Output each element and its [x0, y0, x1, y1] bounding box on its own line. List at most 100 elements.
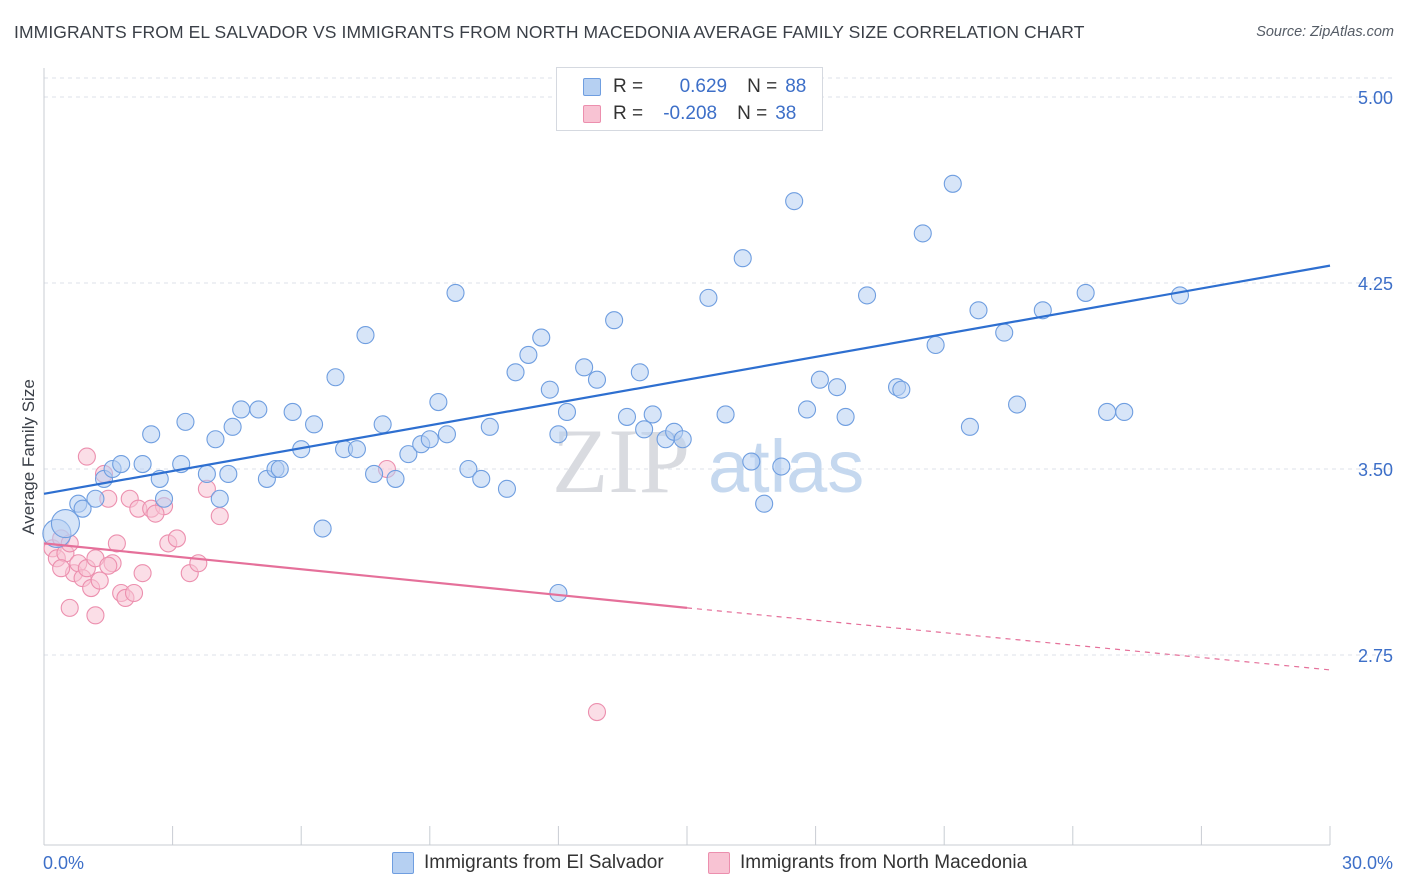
x-tick-label: 30.0% [1342, 853, 1393, 873]
data-point-el-salvador [836, 407, 855, 426]
data-point-el-salvador [892, 380, 911, 399]
bottom-legend-swatch-blue [392, 852, 414, 874]
data-point-north-macedonia [90, 571, 109, 590]
data-point-el-salvador [283, 402, 302, 422]
data-point-el-salvador [142, 425, 161, 444]
data-point-el-salvador [472, 469, 491, 488]
data-point-el-salvador [365, 464, 384, 484]
data-point-el-salvador [969, 301, 988, 320]
legend-swatch-blue [583, 78, 601, 96]
data-point-north-macedonia [210, 507, 229, 526]
data-point-north-macedonia [146, 504, 165, 523]
y-tick-label: 4.25 [1358, 274, 1393, 294]
y-tick-labels: 2.75 3.50 4.25 5.00 [1358, 88, 1393, 666]
trendlines [43, 264, 1331, 671]
legend-r-value: 0.629 [679, 76, 728, 97]
chart-title: IMMIGRANTS FROM EL SALVADOR VS IMMIGRANT… [14, 22, 1085, 42]
data-point-el-salvador [223, 417, 242, 436]
bottom-legend-label: Immigrants from North Macedonia [740, 852, 1028, 873]
data-point-el-salvador [373, 415, 392, 434]
data-point-el-salvador [995, 323, 1014, 342]
legend-n-label: N = [747, 76, 778, 97]
x-tick-label: 0.0% [43, 853, 84, 873]
data-point-north-macedonia [86, 606, 105, 625]
y-tick-label: 2.75 [1358, 646, 1393, 666]
data-point-el-salvador [305, 415, 324, 434]
data-point-el-salvador [785, 192, 804, 211]
data-point-el-salvador [575, 358, 594, 377]
data-point-el-salvador [429, 392, 448, 412]
series-north-macedonia-points [43, 447, 607, 722]
data-point-el-salvador [716, 405, 735, 424]
data-point-el-salvador [437, 425, 456, 444]
data-point-north-macedonia [124, 583, 144, 603]
data-point-el-salvador [943, 174, 962, 193]
data-point-el-salvador [549, 425, 568, 444]
data-point-el-salvador [326, 368, 345, 387]
data-point-el-salvador [386, 469, 405, 488]
data-point-el-salvador [605, 311, 624, 330]
data-point-el-salvador [154, 489, 174, 508]
data-point-el-salvador [557, 402, 577, 422]
y-tick-label: 3.50 [1358, 460, 1393, 480]
bottom-legend-label: Immigrants from El Salvador [424, 852, 664, 873]
data-point-el-salvador [313, 519, 332, 538]
legend-row-north-macedonia: R = -0.208 N = 38 [583, 101, 796, 127]
data-point-el-salvador [1098, 402, 1117, 422]
bottom-legend-north-macedonia: Immigrants from North Macedonia [708, 852, 1027, 874]
data-point-el-salvador [810, 370, 829, 389]
data-point-el-salvador [249, 400, 268, 419]
data-point-el-salvador [960, 417, 979, 436]
data-point-el-salvador [219, 464, 238, 484]
data-point-el-salvador [459, 459, 478, 479]
data-point-el-salvador [635, 420, 654, 439]
data-point-el-salvador [1115, 402, 1134, 422]
data-point-el-salvador [497, 479, 517, 498]
data-point-el-salvador [742, 452, 761, 471]
data-point-el-salvador [270, 459, 289, 479]
data-point-el-salvador [772, 457, 791, 476]
data-point-el-salvador [480, 417, 499, 436]
data-point-el-salvador [356, 326, 375, 345]
x-tick-labels: 0.0% 30.0% [43, 853, 1393, 873]
series-el-salvador-points [42, 174, 1190, 603]
data-point-north-macedonia [107, 534, 126, 553]
data-point-el-salvador [699, 288, 718, 307]
legend-r-label: R = [613, 76, 644, 97]
legend-n-label: N = [737, 103, 768, 124]
data-point-el-salvador [913, 224, 932, 243]
data-point-el-salvador [73, 499, 92, 518]
data-point-north-macedonia [133, 564, 152, 583]
data-point-el-salvador [197, 464, 216, 484]
data-point-el-salvador [540, 380, 559, 399]
data-point-el-salvador [643, 405, 662, 424]
bottom-legend-swatch-pink [708, 852, 730, 874]
bottom-legend-el-salvador: Immigrants from El Salvador [392, 852, 664, 874]
data-point-el-salvador [446, 283, 465, 302]
data-point-el-salvador [797, 400, 817, 419]
legend-n-value: 88 [785, 76, 807, 97]
axes [43, 68, 1331, 846]
legend-n-value: 38 [775, 103, 797, 124]
data-point-el-salvador [630, 363, 649, 382]
data-point-el-salvador [133, 454, 152, 474]
y-tick-label: 5.00 [1358, 88, 1393, 108]
data-point-north-macedonia [587, 702, 607, 722]
data-point-el-salvador [86, 489, 105, 508]
data-point-el-salvador [50, 509, 80, 539]
data-point-el-salvador [176, 412, 195, 431]
data-point-el-salvador [827, 378, 847, 397]
data-point-north-macedonia [60, 598, 79, 617]
data-point-north-macedonia [77, 447, 96, 466]
data-point-el-salvador [549, 583, 568, 603]
data-point-north-macedonia [167, 529, 186, 548]
data-point-el-salvador [506, 363, 525, 382]
y-axis-label: Average Family Size [19, 379, 38, 535]
legend-row-el-salvador: R = 0.629 N = 88 [583, 74, 806, 100]
trendline-north-macedonia [43, 542, 688, 609]
data-point-el-salvador [587, 370, 607, 389]
data-point-el-salvador [1008, 395, 1027, 414]
data-point-el-salvador [112, 454, 131, 474]
legend-r-value: -0.208 [663, 103, 718, 124]
